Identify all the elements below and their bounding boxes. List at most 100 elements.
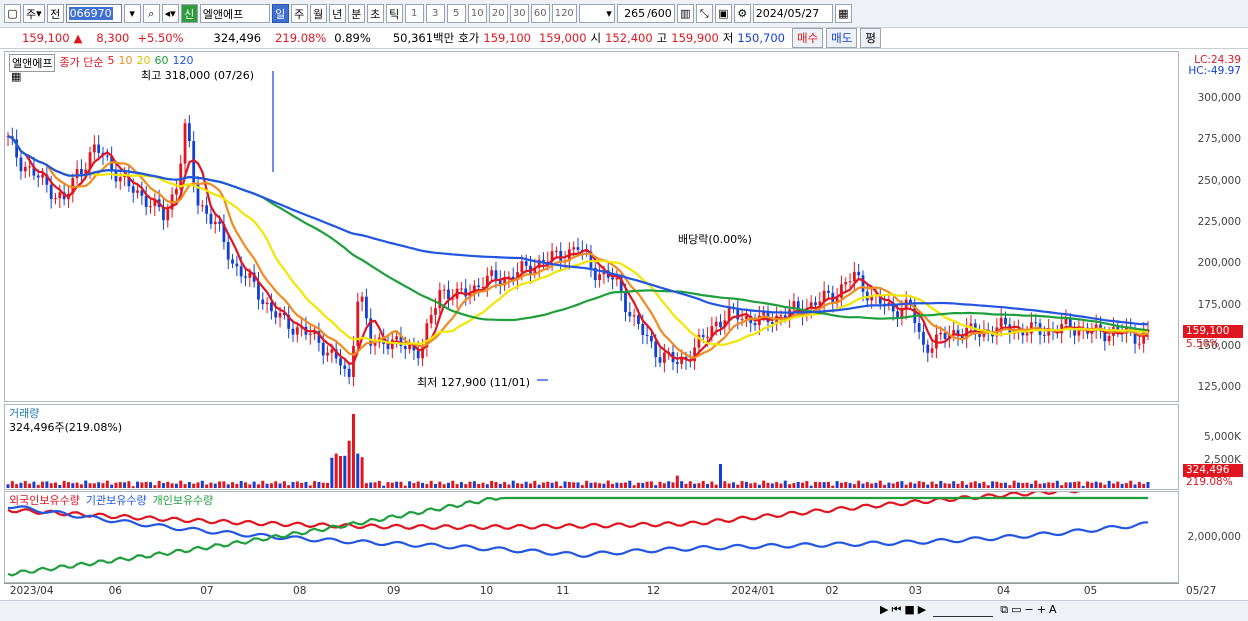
volume-bar bbox=[174, 483, 178, 488]
candle-body bbox=[442, 289, 446, 291]
candle-body bbox=[680, 357, 684, 364]
stock-code-input[interactable]: 066970 bbox=[65, 4, 122, 23]
sell-button[interactable]: 매도 bbox=[826, 28, 858, 48]
jeon-button[interactable]: 전 bbox=[46, 4, 64, 23]
candle-body bbox=[252, 272, 256, 282]
interval-3[interactable]: 3 bbox=[425, 4, 445, 23]
volume-bar bbox=[736, 484, 740, 488]
period-minute[interactable]: 분 bbox=[347, 4, 365, 23]
volume-bar bbox=[753, 482, 757, 488]
volume-bar bbox=[593, 482, 597, 488]
candle-body bbox=[1077, 329, 1081, 336]
period-day[interactable]: 일 bbox=[271, 4, 289, 23]
interval-60[interactable]: 60 bbox=[530, 4, 550, 23]
volume-bar bbox=[347, 440, 351, 488]
candle-body bbox=[330, 349, 334, 353]
candle-body bbox=[334, 349, 338, 359]
interval-10[interactable]: 10 bbox=[467, 4, 487, 23]
layout-icon[interactable]: ⧉ bbox=[1000, 603, 1009, 616]
plus-icon[interactable]: + bbox=[1036, 603, 1046, 616]
volume-bar bbox=[576, 482, 580, 488]
text-icon[interactable]: A bbox=[1048, 603, 1057, 616]
candle-body bbox=[503, 278, 506, 286]
rewind-icon[interactable]: ⏮ bbox=[891, 603, 902, 616]
volume-bar bbox=[261, 480, 265, 488]
draw-tool-icon[interactable]: ⤡ bbox=[695, 4, 713, 23]
volume-bar bbox=[671, 482, 675, 488]
candle-body bbox=[572, 247, 576, 250]
volume-bar bbox=[909, 482, 912, 488]
candle-body bbox=[88, 152, 92, 170]
interval-20[interactable]: 20 bbox=[488, 4, 508, 23]
volume-bar bbox=[952, 481, 956, 488]
candle-body bbox=[641, 323, 645, 335]
holding-panel[interactable]: 외국인보유수량 기관보유수량 개인보유수량 bbox=[4, 491, 1179, 583]
candle-body bbox=[1042, 334, 1046, 336]
date-input[interactable]: 2024/05/27 bbox=[752, 4, 833, 23]
calendar-icon[interactable]: ▦ bbox=[834, 4, 852, 23]
volume-bar bbox=[105, 480, 109, 488]
period-week[interactable]: 주 bbox=[290, 4, 308, 23]
candle-body bbox=[390, 339, 394, 350]
volume-bar bbox=[92, 483, 96, 488]
institution-line bbox=[7, 505, 1149, 558]
chart-menu-icon[interactable]: ▦ bbox=[11, 70, 22, 83]
candle-body bbox=[365, 296, 368, 319]
search-icon[interactable]: ⌕ bbox=[142, 4, 160, 23]
speaker-icon[interactable]: ◂▾ bbox=[161, 4, 179, 23]
volume-bar bbox=[1004, 482, 1007, 488]
period-second[interactable]: 초 bbox=[366, 4, 384, 23]
volume-bar bbox=[723, 481, 727, 488]
ma20-line bbox=[7, 135, 1149, 346]
play-icon[interactable]: ▶ bbox=[880, 603, 889, 616]
candle-body bbox=[628, 312, 632, 317]
chevron-down-icon[interactable]: ▾ bbox=[123, 4, 141, 23]
volume-bar bbox=[481, 482, 485, 488]
candle-body bbox=[498, 280, 502, 286]
candle-body bbox=[347, 368, 351, 377]
interval-30[interactable]: 30 bbox=[509, 4, 529, 23]
forward-icon[interactable]: ▶ bbox=[917, 603, 927, 616]
volume-bar bbox=[973, 481, 977, 488]
buy-button[interactable]: 매수 bbox=[791, 28, 824, 48]
candle-body bbox=[343, 365, 347, 369]
window-icon[interactable]: ▢ bbox=[4, 4, 21, 23]
candle-body bbox=[533, 267, 537, 274]
volume-bar bbox=[1038, 483, 1042, 488]
volume-bar bbox=[930, 481, 934, 488]
market-select[interactable]: 주 ▾ bbox=[23, 4, 45, 23]
candle-body bbox=[231, 259, 234, 264]
interval-5[interactable]: 5 bbox=[446, 4, 466, 23]
count-field[interactable]: 265/600 bbox=[616, 4, 675, 23]
save-icon[interactable]: ▣ bbox=[714, 4, 732, 23]
candle-body bbox=[58, 192, 62, 199]
pct-badge: 5.50% bbox=[1186, 338, 1220, 350]
volume-panel[interactable]: 거래량 324,496주(219.08%) bbox=[4, 404, 1179, 490]
price-chart-panel[interactable]: 엘앤에프 종가 단순 5 10 20 60 120 ▦ 최고 318,000 (… bbox=[4, 51, 1179, 402]
candle-body bbox=[15, 139, 19, 158]
interval-dropdown[interactable]: ▾ bbox=[578, 4, 615, 23]
volume-bar bbox=[749, 483, 753, 488]
interval-120[interactable]: 120 bbox=[551, 4, 577, 23]
candle-body bbox=[291, 328, 295, 335]
volume-bar bbox=[308, 485, 312, 488]
candle-body bbox=[395, 336, 399, 340]
volume-bar bbox=[459, 482, 463, 488]
tool-icon[interactable]: ▭ bbox=[1011, 603, 1022, 616]
volume-bar bbox=[403, 485, 407, 488]
price-axis-label: 225,000 bbox=[1197, 215, 1241, 228]
avg-button[interactable]: 평 bbox=[860, 28, 881, 48]
period-tick[interactable]: 틱 bbox=[385, 4, 403, 23]
candle-body bbox=[118, 177, 122, 182]
zoom-slider[interactable] bbox=[933, 603, 994, 617]
minus-icon[interactable]: − bbox=[1024, 603, 1034, 616]
date-label: 08 bbox=[293, 585, 307, 597]
period-month[interactable]: 월 bbox=[309, 4, 327, 23]
chart-type-icon[interactable]: ▥ bbox=[676, 4, 694, 23]
volume-bar bbox=[291, 482, 295, 488]
interval-1[interactable]: 1 bbox=[404, 4, 424, 23]
stop-icon[interactable]: ■ bbox=[904, 603, 915, 616]
period-year[interactable]: 년 bbox=[328, 4, 346, 23]
candle-body bbox=[822, 290, 826, 302]
gear-icon[interactable]: ⚙ bbox=[733, 4, 751, 23]
